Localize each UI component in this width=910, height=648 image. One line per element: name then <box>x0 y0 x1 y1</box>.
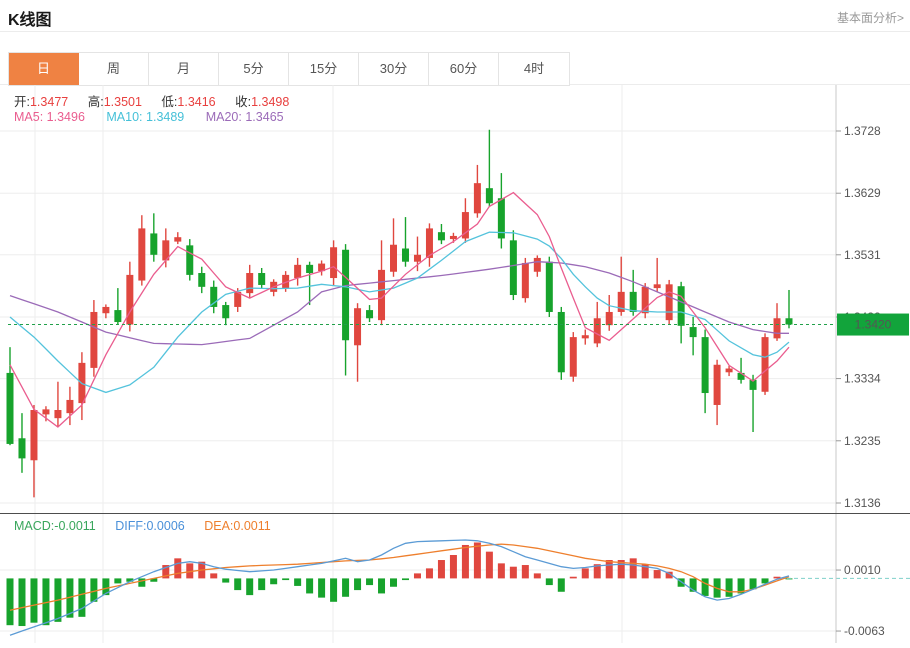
ma-readout: MA5: 1.3496 MA10: 1.3489 MA20: 1.3465 <box>14 110 284 124</box>
diff-value: DIFF:0.0006 <box>115 519 185 533</box>
macd-value: MACD:-0.0011 <box>14 519 96 533</box>
tab-60min[interactable]: 60分 <box>429 53 499 85</box>
svg-text:1.3728: 1.3728 <box>844 124 881 138</box>
high-label: 高: <box>87 95 104 109</box>
interval-tabbar: 日 周 月 5分 15分 30分 60分 4时 <box>8 52 570 86</box>
svg-text:1.3531: 1.3531 <box>844 248 881 262</box>
close-label: 收: <box>235 95 252 109</box>
panel-divider <box>0 513 910 514</box>
svg-text:0.0010: 0.0010 <box>844 563 881 577</box>
macd-chart-canvas[interactable]: 0.0010 -0.0063 <box>0 514 910 643</box>
tab-15min[interactable]: 15分 <box>289 53 359 85</box>
open-value: 1.3477 <box>29 95 69 109</box>
header-divider <box>0 31 910 32</box>
svg-text:1.3136: 1.3136 <box>844 496 881 510</box>
low-value: 1.3416 <box>177 95 216 109</box>
svg-text:1.3334: 1.3334 <box>844 372 881 386</box>
tab-5min[interactable]: 5分 <box>219 53 289 85</box>
tab-4hour[interactable]: 4时 <box>499 53 569 85</box>
svg-text:1.3235: 1.3235 <box>844 434 881 448</box>
tab-30min[interactable]: 30分 <box>359 53 429 85</box>
page-title: K线图 <box>8 12 52 29</box>
close-value: 1.3498 <box>251 95 290 109</box>
svg-text:1.3629: 1.3629 <box>844 186 881 200</box>
tab-week[interactable]: 周 <box>79 53 149 85</box>
low-label: 低: <box>161 95 178 109</box>
open-label: 开: <box>14 95 30 109</box>
candlestick-chart-canvas[interactable]: 1.37281.36291.35311.34321.33341.32351.31… <box>0 85 910 513</box>
tab-day[interactable]: 日 <box>9 53 79 85</box>
ma10-readout: MA10: 1.3489 <box>106 110 185 124</box>
high-value: 1.3501 <box>103 95 142 109</box>
ohlc-readout: 开:1.3477 高:1.3501 低:1.3416 收:1.3498 <box>14 91 305 110</box>
ma5-readout: MA5: 1.3496 <box>14 110 85 124</box>
ma20-readout: MA20: 1.3465 <box>205 110 284 124</box>
macd-readout: MACD:-0.0011 DIFF:0.0006 DEA:0.0011 <box>14 519 271 533</box>
fundamental-analysis-link[interactable]: 基本面分析> <box>836 11 904 25</box>
svg-text:-0.0063: -0.0063 <box>844 624 885 638</box>
tab-month[interactable]: 月 <box>149 53 219 85</box>
svg-text:1.3420: 1.3420 <box>855 318 892 332</box>
dea-value: DEA:0.0011 <box>204 519 271 533</box>
